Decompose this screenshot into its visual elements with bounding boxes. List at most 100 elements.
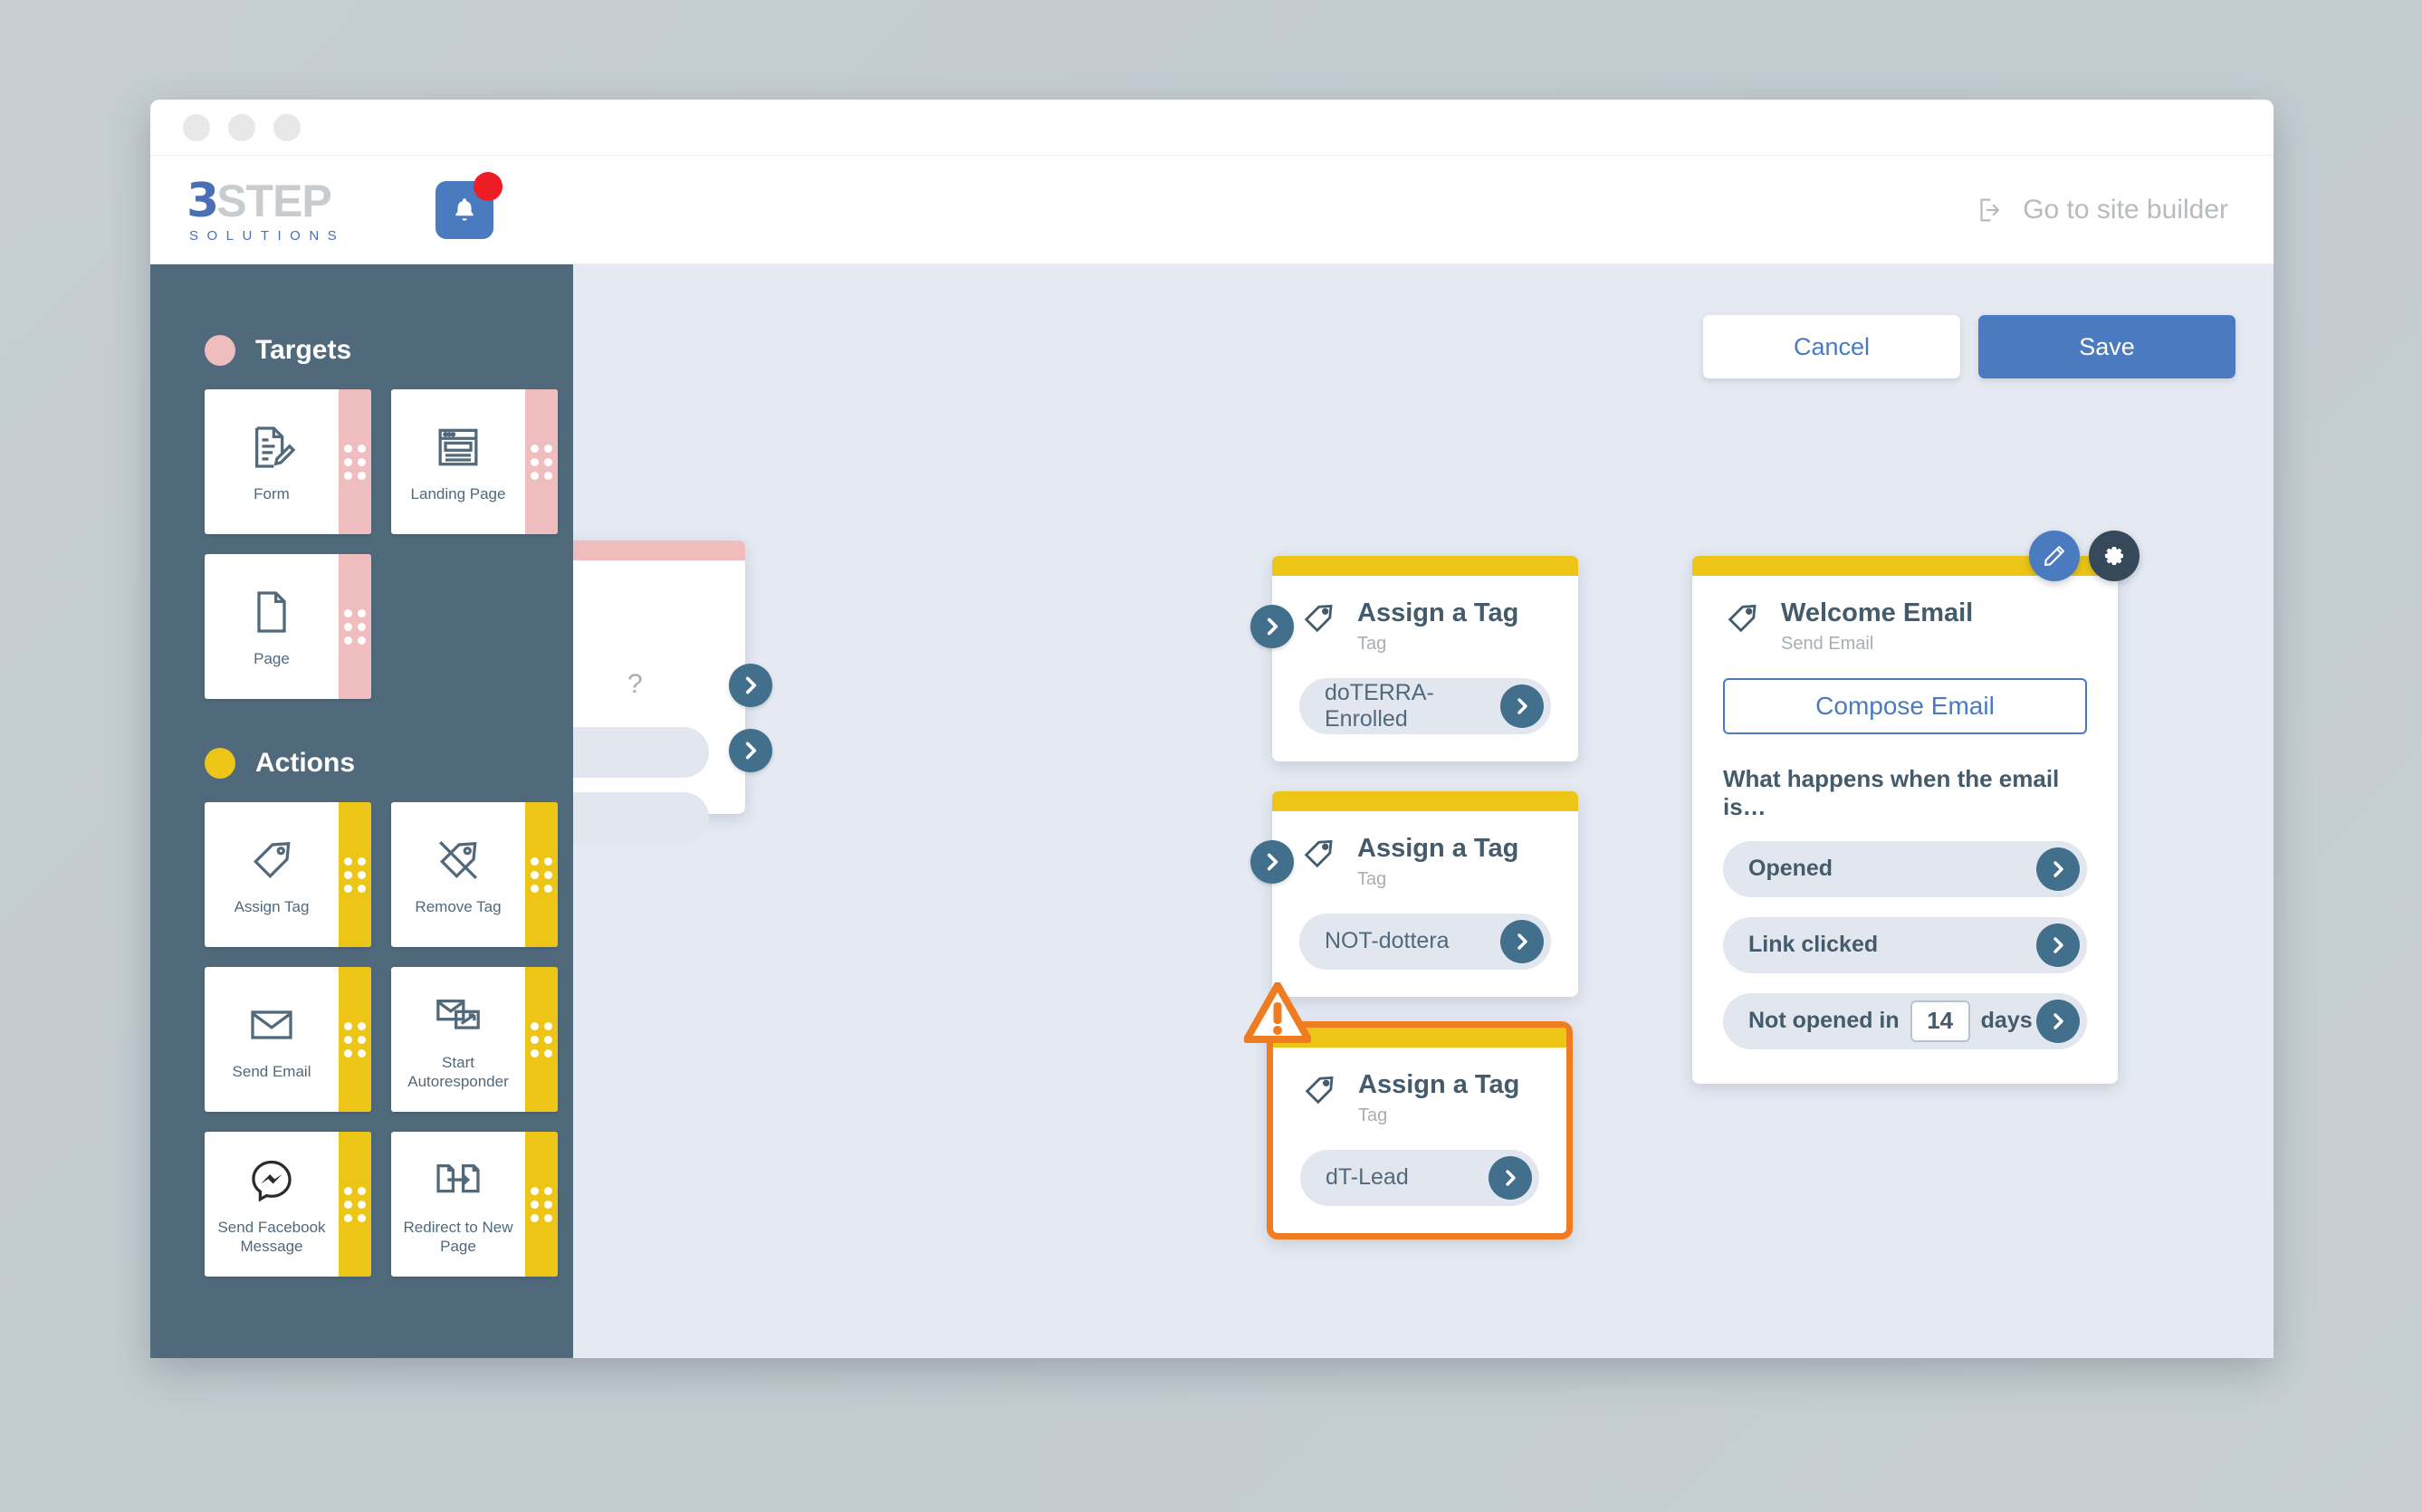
notifications-button[interactable] [436, 171, 503, 239]
assign-tag-card[interactable]: Assign a Tag Tag NOT-dottera [1272, 791, 1578, 997]
actions-tile-grid: Assign Tag Remove Tag [205, 802, 558, 1277]
connector-arrow[interactable] [729, 729, 772, 772]
card-title: Welcome Email [1781, 598, 1974, 627]
condition-label: Link clicked [1748, 932, 1879, 958]
chevron-right-icon[interactable] [2036, 999, 2080, 1043]
drag-handle[interactable] [339, 802, 371, 947]
tag-value-pill[interactable]: dT-Lead [1300, 1149, 1539, 1206]
title-bar [150, 100, 2274, 156]
app-header: 3 STEP SOLUTIONS Go to site builder [150, 156, 2274, 264]
card-color-bar [1692, 556, 2118, 576]
tag-value-pill[interactable]: NOT-dottera [1299, 913, 1551, 970]
chevron-right-icon[interactable] [1500, 919, 1544, 963]
days-input[interactable] [1910, 1000, 1970, 1042]
workflow-canvas[interactable]: Cancel Save ? [573, 264, 2274, 1358]
envelope-arrow-icon [433, 988, 483, 1044]
connector-wires [573, 264, 845, 400]
sidebar-item-landing-page[interactable]: Landing Page [391, 389, 558, 534]
edit-button[interactable] [2029, 531, 2080, 581]
drag-handle[interactable] [339, 1132, 371, 1277]
sidebar-item-page[interactable]: Page [205, 554, 371, 699]
drag-handle[interactable] [339, 967, 371, 1112]
tag-icon [1299, 599, 1337, 642]
send-email-card[interactable]: Welcome Email Send Email Compose Email W… [1692, 531, 2140, 1084]
sidebar-item-redirect-to-new-page[interactable]: Redirect to New Page [391, 1132, 558, 1277]
condition-label: Opened [1748, 856, 1833, 882]
drag-handle[interactable] [339, 554, 371, 699]
sidebar-section-targets-header: Targets [205, 335, 573, 366]
tag-value: doTERRA-Enrolled [1325, 679, 1434, 732]
go-to-site-builder-link[interactable]: Go to site builder [1974, 195, 2228, 225]
sidebar-item-send-email[interactable]: Send Email [205, 967, 371, 1112]
page-redirect-icon [433, 1153, 483, 1209]
card-subtitle: Tag [1357, 868, 1387, 889]
sidebar-item-start-autoresponder[interactable]: Start Autoresponder [391, 967, 558, 1112]
drag-handle[interactable] [339, 389, 371, 534]
notification-badge [474, 171, 503, 201]
condition-row-opened[interactable]: Opened [1723, 840, 2087, 897]
tag-value: NOT-dottera [1325, 928, 1450, 954]
logo-mark: 3 [187, 173, 219, 228]
maximize-button[interactable] [273, 113, 301, 141]
condition-label-suffix: days [1980, 1008, 2033, 1034]
logo-tagline: SOLUTIONS [189, 227, 346, 244]
sidebar-item-label: Landing Page [410, 485, 506, 503]
gear-icon [2104, 546, 2124, 566]
tag-value: dT-Lead [1326, 1164, 1409, 1191]
warning-triangle-icon [1243, 981, 1312, 1048]
card-color-bar [573, 541, 745, 560]
minimize-button[interactable] [228, 113, 255, 141]
actions-title: Actions [255, 748, 356, 778]
drag-handle[interactable] [525, 1132, 558, 1277]
connector-arrow[interactable] [1250, 840, 1294, 884]
connector-arrow[interactable] [729, 664, 772, 707]
assign-tag-card[interactable]: Assign a Tag Tag doTERRA-Enrolled [1272, 556, 1578, 761]
tag-icon [1299, 835, 1337, 877]
tag-icon [246, 832, 297, 888]
targets-dot-icon [205, 335, 235, 366]
condition-row-not-opened[interactable]: Not opened in days [1723, 992, 2087, 1049]
target-output-row[interactable] [573, 792, 709, 843]
chevron-right-icon[interactable] [2036, 923, 2080, 967]
chevron-right-icon[interactable] [1489, 1155, 1532, 1200]
what-happens-label: What happens when the email is… [1723, 764, 2060, 820]
card-subtitle: Tag [1358, 1105, 1388, 1125]
sidebar-item-send-facebook-message[interactable]: Send Facebook Message [205, 1132, 371, 1277]
close-button[interactable] [183, 113, 210, 141]
condition-row-link-clicked[interactable]: Link clicked [1723, 916, 2087, 973]
card-subtitle: Tag [1357, 633, 1387, 654]
card-subtitle: Send Email [1781, 633, 1874, 654]
target-node-card[interactable]: ? [573, 541, 745, 843]
card-color-bar [1272, 556, 1578, 576]
drag-handle[interactable] [525, 967, 558, 1112]
tag-icon [1723, 599, 1761, 642]
tag-icon [1300, 1071, 1338, 1114]
exit-icon [1980, 198, 2000, 221]
sidebar-item-assign-tag[interactable]: Assign Tag [205, 802, 371, 947]
app-body: Targets Form [150, 264, 2274, 1358]
sidebar-item-label: Redirect to New Page [403, 1218, 513, 1255]
canvas-toolbar: Cancel Save [1703, 315, 2235, 378]
connector-arrow[interactable] [1250, 605, 1294, 648]
targets-title: Targets [255, 335, 352, 365]
chevron-right-icon[interactable] [2036, 847, 2080, 891]
assign-tag-card-error[interactable]: Assign a Tag Tag dT-Lead [1243, 981, 1573, 1239]
save-button[interactable]: Save [1978, 315, 2235, 378]
target-output-row[interactable] [573, 727, 709, 778]
chevron-right-icon[interactable] [1500, 684, 1544, 728]
browser-window-icon [433, 419, 483, 475]
drag-handle[interactable] [525, 802, 558, 947]
card-action-buttons [2029, 531, 2140, 581]
sidebar-item-label: Form [254, 485, 290, 503]
sidebar-section-actions-header: Actions [205, 748, 573, 779]
form-document-icon [246, 419, 297, 475]
browser-window: 3 STEP SOLUTIONS Go to site builder [150, 100, 2274, 1358]
drag-handle[interactable] [525, 389, 558, 534]
sidebar-item-form[interactable]: Form [205, 389, 371, 534]
compose-email-button[interactable]: Compose Email [1723, 677, 2087, 734]
logo-name: STEP [216, 175, 332, 226]
cancel-button[interactable]: Cancel [1703, 315, 1960, 378]
settings-button[interactable] [2089, 531, 2140, 581]
sidebar-item-remove-tag[interactable]: Remove Tag [391, 802, 558, 947]
tag-value-pill[interactable]: doTERRA-Enrolled [1299, 677, 1551, 734]
